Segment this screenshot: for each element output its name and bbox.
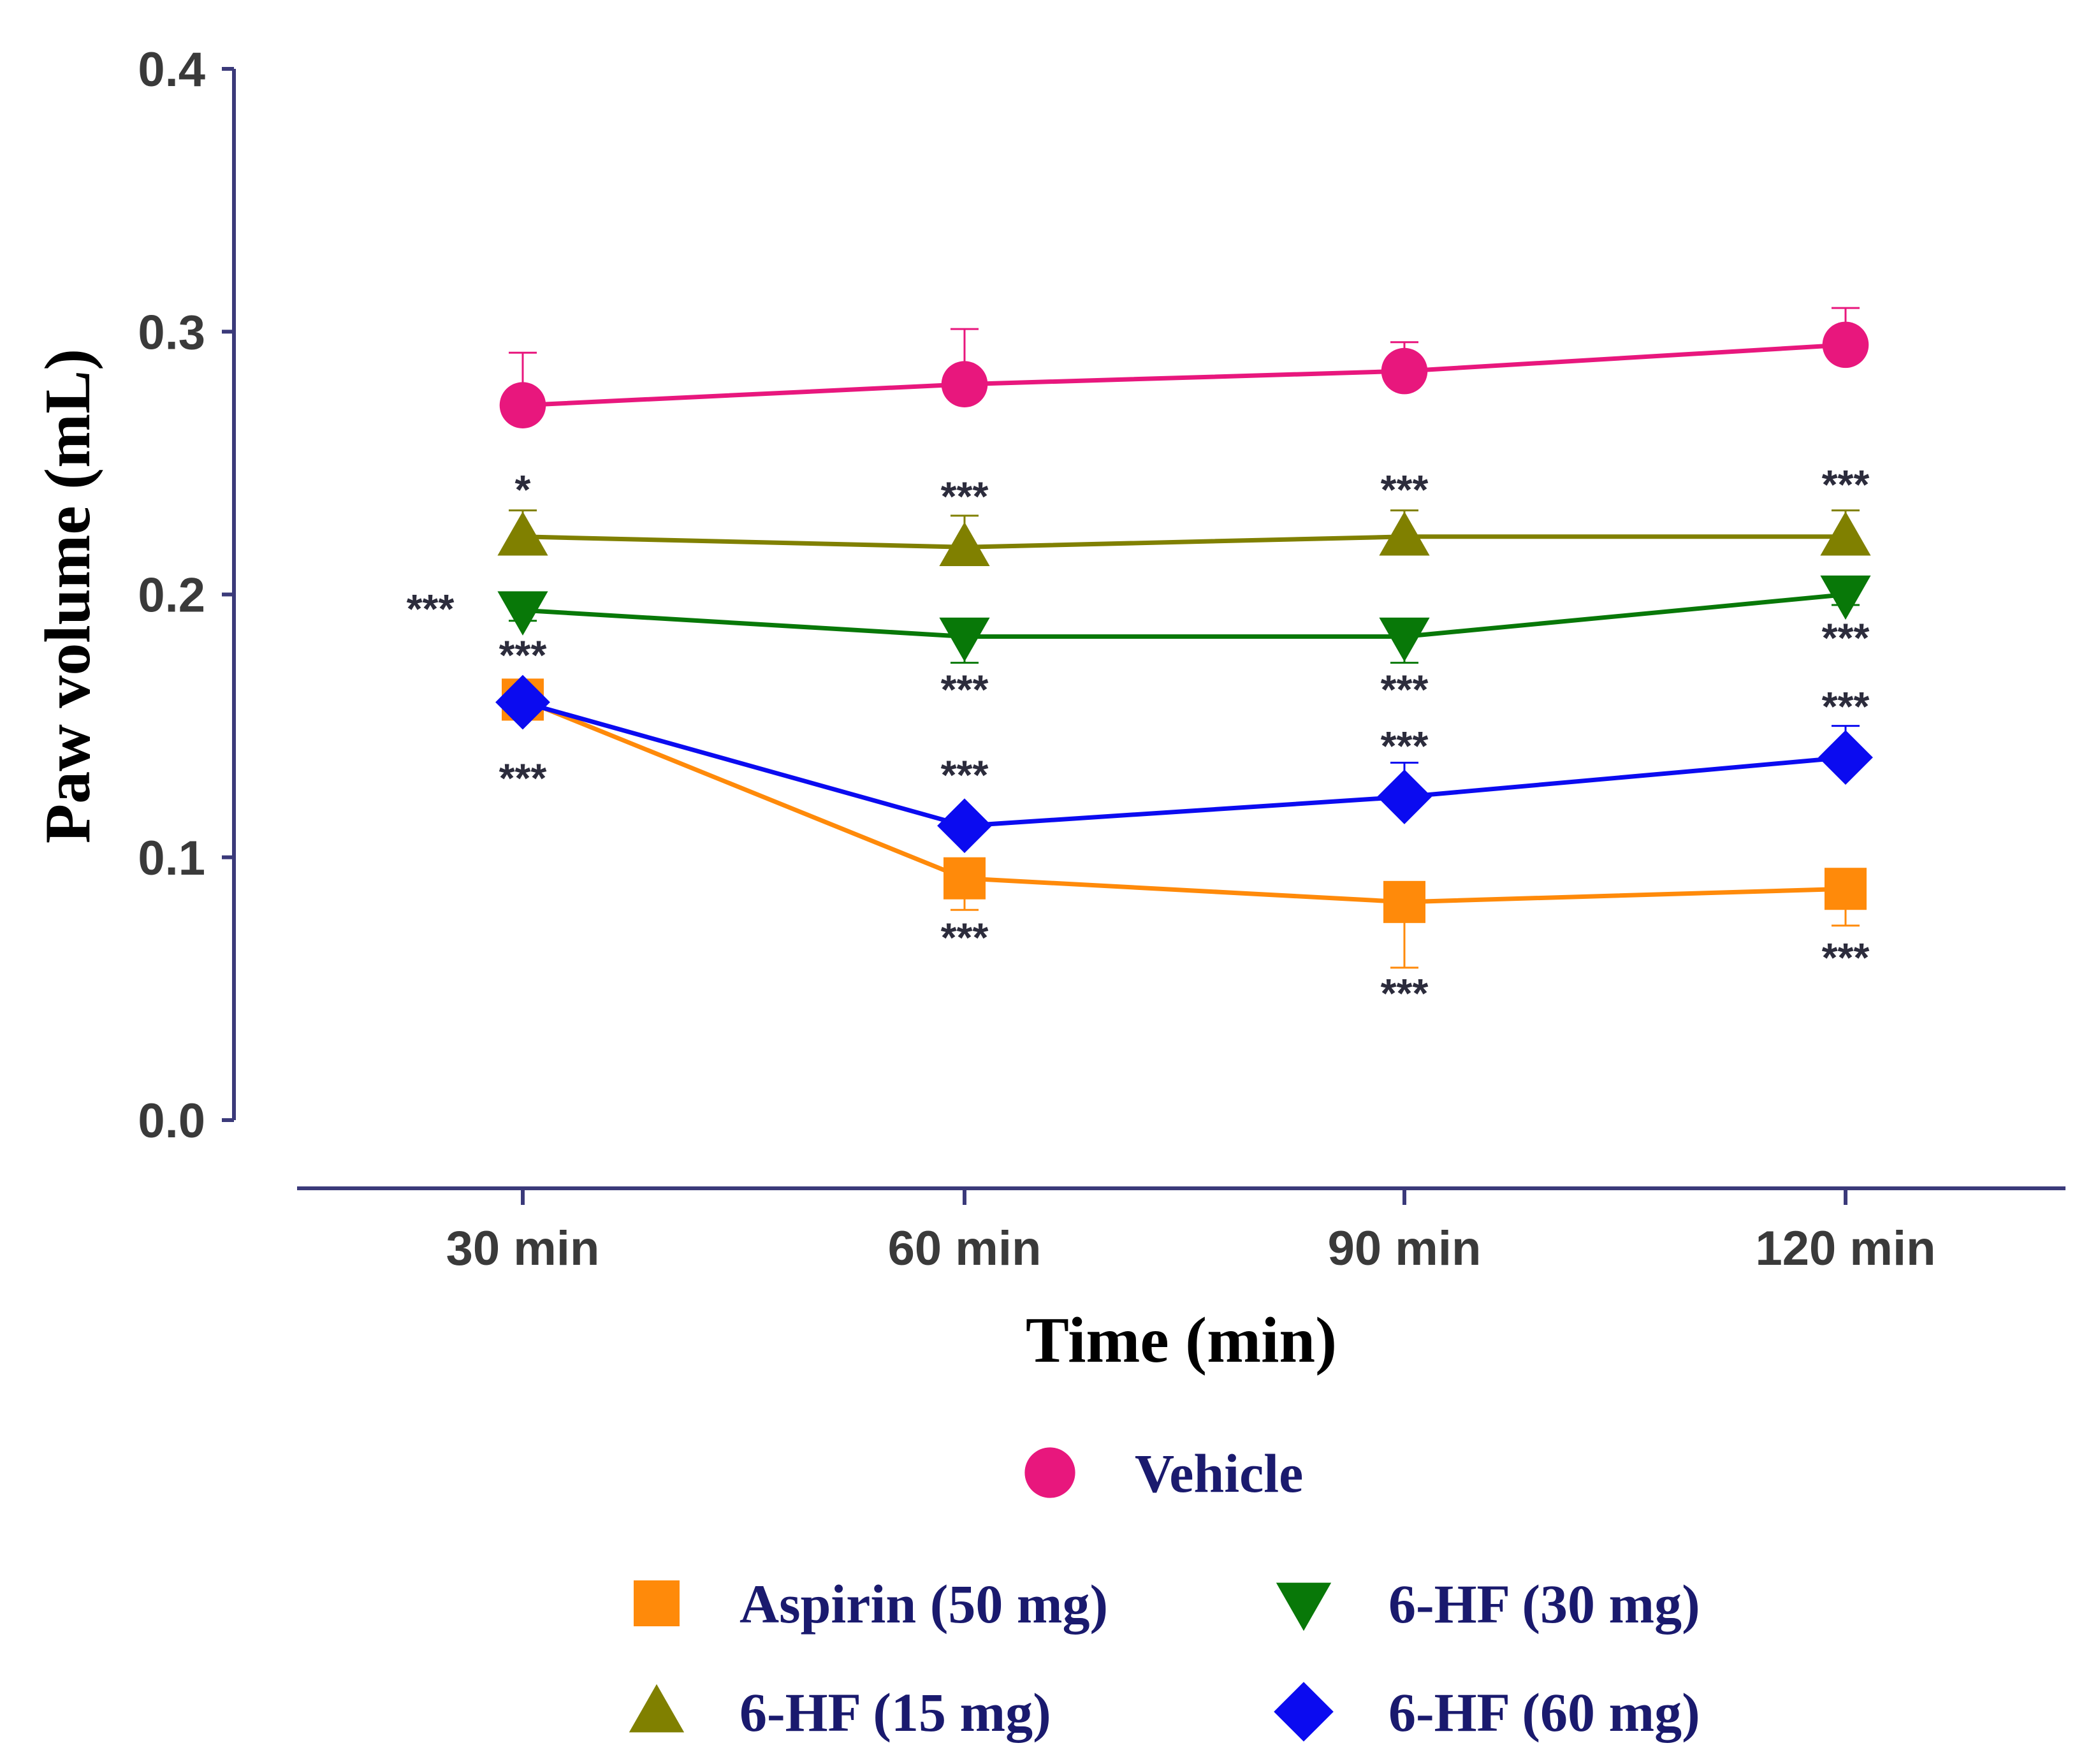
significance-label: *** [407,586,455,632]
significance-label: *** [1822,935,1870,980]
legend-item-6-hf-15-mg: 6-HF (15 mg) [629,1682,1051,1743]
legend-item-vehicle: Vehicle [1024,1443,1303,1504]
significance-label: *** [499,632,547,678]
significance-label: *** [1822,462,1870,507]
x-axis-title: Time (min) [1026,1304,1337,1376]
data-point-triangle-up [1820,511,1871,556]
series-6-hf-15-mg [497,509,1871,566]
legend-label: Vehicle [1135,1443,1303,1504]
data-point-circle [1822,321,1869,368]
data-point-square [943,857,986,900]
data-point-triangle-up [497,511,548,556]
significance-label: *** [941,666,989,712]
data-point-diamond [1818,730,1873,785]
series-6-hf-60-mg [495,674,1873,854]
data-point-triangle-down [939,617,990,662]
y-tick-label: 0.4 [138,43,205,97]
legend-item-6-hf-30-mg: 6-HF (30 mg) [1276,1573,1700,1635]
series-line [522,592,1846,639]
legend-marker-diamond [1274,1682,1334,1742]
series-line [522,342,1846,408]
legend-label: 6-HF (15 mg) [739,1682,1051,1743]
data-point-circle [499,382,546,428]
data-point-triangle-down [1820,575,1871,620]
significance-label: *** [1381,666,1429,712]
y-tick-label: 0.0 [138,1094,205,1148]
x-tick-label: 30 min [446,1221,600,1276]
significance-label: *** [499,755,547,801]
significance-label: *** [1381,970,1429,1016]
significance-label: *** [1822,615,1870,661]
legend-marker-triangle-down [1276,1582,1332,1631]
data-point-diamond [495,674,550,730]
significance-label: *** [941,915,989,961]
series-6-hf-30-mg [497,575,1871,664]
legend-marker-circle [1024,1447,1075,1498]
series-line [522,534,1846,550]
significance-label: *** [941,752,989,798]
legend-marker-triangle-up [629,1684,685,1733]
legend: Vehicle Aspirin (50 mg) 6-HF (30 mg) 6-HF (… [629,1443,1700,1743]
series-line [522,700,1846,828]
y-tick-label: 0.2 [138,569,205,623]
series-vehicle [499,307,1869,428]
series-layer [495,307,1873,969]
significance-label: *** [1381,467,1429,513]
x-tick-label: 60 min [888,1221,1042,1276]
series-line [521,697,1846,905]
legend-label: 6-HF (30 mg) [1388,1573,1700,1635]
data-point-square [1383,880,1425,923]
legend-label: Aspirin (50 mg) [739,1573,1108,1635]
x-tick-label: 90 min [1328,1221,1482,1276]
x-tick-label: 120 min [1755,1221,1935,1276]
data-point-triangle-up [1379,511,1430,556]
data-point-circle [1381,347,1428,395]
series-aspirin-50-mg [502,678,1867,969]
y-tick-label: 0.3 [138,305,205,360]
significance-label: *** [1381,723,1429,769]
legend-item-aspirin-50-mg: Aspirin (50 mg) [634,1573,1108,1635]
legend-item-6-hf-60-mg: 6-HF (60 mg) [1274,1682,1700,1743]
significance-layer: * *** *** ********* ************************… [407,462,1870,1016]
significance-label: *** [1822,683,1870,729]
y-tick-label: 0.1 [138,831,205,886]
data-point-diamond [937,798,992,854]
data-point-triangle-down [1379,617,1430,662]
data-point-diamond [1377,769,1432,824]
x-axis-ticks: 30 min 60 min 90 min 120 min [446,1188,1936,1276]
data-point-triangle-down [497,591,548,636]
significance-label: *** [941,473,989,519]
data-point-square [1825,868,1867,910]
significance-label: * [515,467,531,513]
data-point-circle [941,361,988,407]
y-axis-ticks: 0.0 0.1 0.2 0.3 0.4 [138,43,234,1148]
legend-marker-square [634,1580,680,1626]
data-point-triangle-up [939,521,990,566]
legend-label: 6-HF (60 mg) [1388,1682,1700,1743]
y-axis-title: Paw volume (mL) [32,349,104,843]
